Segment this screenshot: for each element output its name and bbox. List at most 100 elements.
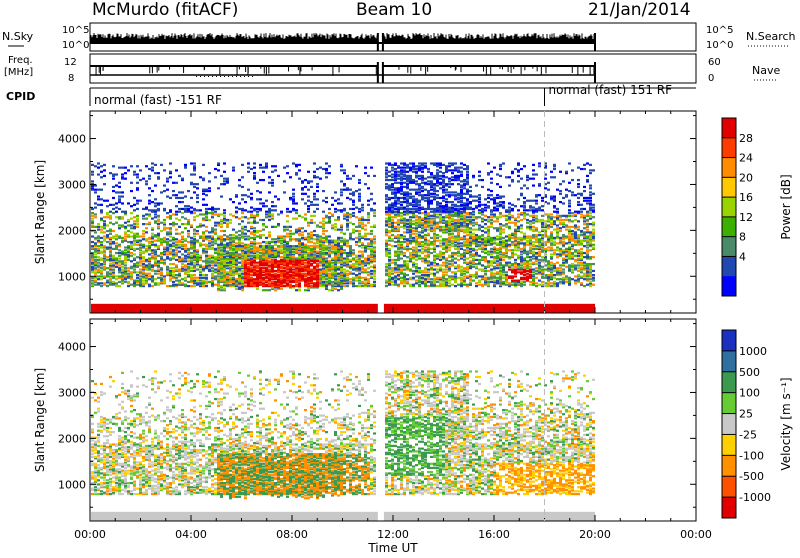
data-cell <box>106 234 109 236</box>
data-cell <box>358 245 361 247</box>
data-cell <box>277 249 280 251</box>
data-cell <box>187 266 190 268</box>
data-cell <box>427 274 430 276</box>
data-cell <box>355 244 358 246</box>
data-cell <box>307 205 310 207</box>
data-cell <box>112 275 115 277</box>
data-cell <box>223 238 226 240</box>
data-cell <box>193 270 196 272</box>
data-cell <box>226 271 229 273</box>
data-cell <box>418 162 421 164</box>
data-cell <box>277 223 280 225</box>
nsky-tick-top: 10^5 <box>62 25 89 36</box>
data-cell <box>94 256 97 258</box>
data-cell <box>370 230 373 232</box>
data-cell <box>133 268 136 270</box>
data-cell <box>364 219 367 221</box>
data-cell <box>127 267 130 269</box>
data-cell <box>391 191 394 193</box>
data-cell <box>397 171 400 173</box>
data-cell <box>250 226 253 228</box>
data-cell <box>403 197 406 199</box>
data-cell <box>328 235 331 237</box>
data-cell <box>178 191 181 193</box>
data-cell <box>445 215 448 217</box>
data-cell <box>229 277 232 279</box>
data-cell <box>391 189 394 191</box>
data-cell <box>97 259 100 261</box>
data-cell <box>400 176 403 178</box>
data-cell <box>175 259 178 261</box>
data-cell <box>304 179 307 181</box>
data-cell <box>97 198 100 200</box>
data-cell <box>415 165 418 167</box>
data-cell <box>439 178 442 180</box>
data-cell <box>220 175 223 177</box>
data-cell <box>334 229 337 231</box>
data-cell <box>181 212 184 214</box>
data-cell <box>430 278 433 280</box>
data-cell <box>292 285 295 287</box>
data-cell <box>313 238 316 240</box>
data-cell <box>352 191 355 193</box>
data-cell <box>292 189 295 191</box>
data-cell <box>91 173 94 175</box>
data-cell <box>418 284 421 286</box>
data-cell <box>364 183 367 185</box>
data-cell <box>208 268 211 270</box>
data-cell <box>184 255 187 257</box>
data-cell <box>229 234 232 236</box>
data-cell <box>433 208 436 210</box>
data-cell <box>103 220 106 222</box>
nave-dot <box>232 76 233 77</box>
data-cell <box>331 251 334 253</box>
nsearch-label: N.Search <box>746 30 796 43</box>
data-cell <box>250 255 253 257</box>
data-cell <box>442 262 445 264</box>
data-cell <box>97 240 100 242</box>
data-cell <box>421 167 424 169</box>
data-cell <box>352 252 355 254</box>
data-cell <box>271 245 274 247</box>
data-cell <box>103 200 106 202</box>
data-cell <box>202 198 205 200</box>
data-cell <box>157 226 160 228</box>
data-cell <box>190 197 193 199</box>
data-cell <box>184 195 187 197</box>
data-cell <box>412 211 415 213</box>
data-cell <box>391 234 394 236</box>
data-cell <box>388 248 391 250</box>
data-cell <box>187 233 190 235</box>
data-cell <box>142 238 145 240</box>
data-cell <box>106 224 109 226</box>
data-cell <box>103 238 106 240</box>
data-cell <box>337 237 340 239</box>
data-cell <box>142 223 145 225</box>
data-cell <box>94 237 97 239</box>
data-cell <box>358 208 361 210</box>
data-cell <box>145 273 148 275</box>
data-cell <box>430 180 433 182</box>
data-cell <box>289 176 292 178</box>
data-cell <box>397 246 400 248</box>
data-cell <box>259 252 262 254</box>
data-cell <box>364 224 367 226</box>
data-cell <box>238 273 241 275</box>
data-cell <box>187 281 190 283</box>
data-cell <box>205 244 208 246</box>
data-cell <box>97 226 100 228</box>
data-cell <box>124 264 127 266</box>
data-cell <box>343 238 346 240</box>
data-cell <box>136 165 139 167</box>
data-cell <box>265 213 268 215</box>
data-cell <box>256 198 259 200</box>
data-cell <box>148 213 151 215</box>
data-cell <box>196 282 199 284</box>
data-cell <box>268 208 271 210</box>
data-cell <box>445 264 448 266</box>
data-cell <box>409 189 412 191</box>
data-cell <box>352 277 355 279</box>
data-cell <box>181 278 184 280</box>
data-cell <box>427 190 430 192</box>
data-cell <box>133 263 136 265</box>
